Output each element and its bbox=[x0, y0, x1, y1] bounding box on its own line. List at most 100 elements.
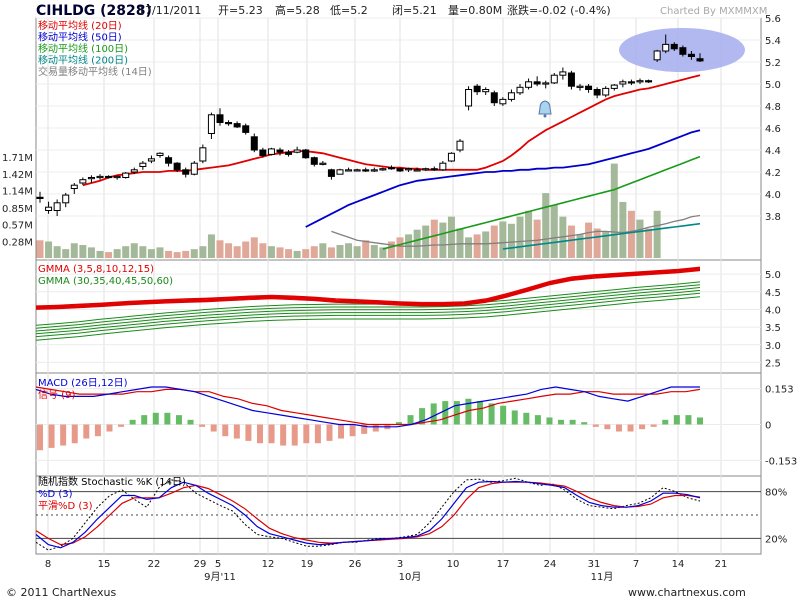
candle-body bbox=[216, 114, 224, 124]
volume-bar bbox=[53, 246, 61, 258]
macd-histogram-bar bbox=[245, 424, 252, 441]
candle-body bbox=[139, 162, 147, 167]
stoch-legend-item: 平滑%D (3) bbox=[38, 500, 93, 512]
volume-tick-label: 0.28M bbox=[2, 237, 33, 248]
macd-histogram-bar bbox=[280, 424, 287, 446]
price-legend-item: 移动平均线 (200日) bbox=[38, 54, 128, 67]
volume-bar bbox=[516, 216, 524, 258]
candle-body bbox=[533, 81, 541, 85]
candle bbox=[293, 146, 301, 154]
volume-bar bbox=[439, 222, 447, 258]
candle bbox=[319, 161, 327, 166]
candle-body bbox=[542, 82, 550, 85]
header-volume: 量=0.80M bbox=[448, 4, 502, 17]
volume-bar bbox=[45, 241, 53, 258]
candle bbox=[516, 84, 524, 95]
candle bbox=[645, 79, 653, 83]
volume-bar bbox=[525, 210, 533, 258]
price-tick-label: 5.2 bbox=[765, 58, 781, 69]
candle bbox=[182, 167, 190, 178]
volume-bar bbox=[585, 222, 593, 258]
candle-body bbox=[113, 175, 121, 179]
copyright-text: © 2011 ChartNexus bbox=[6, 586, 117, 599]
gmma-legend-item: GMMA (3,5,8,10,12,15) bbox=[38, 264, 154, 275]
volume-tick-label: 1.71M bbox=[2, 153, 33, 164]
volume-bar bbox=[130, 243, 138, 258]
candle bbox=[225, 120, 233, 126]
x-tick-label: 14 bbox=[672, 559, 685, 570]
candle bbox=[165, 155, 173, 167]
candle-body bbox=[250, 136, 258, 151]
macd-histogram-bar bbox=[326, 424, 333, 441]
macd-histogram-bar bbox=[650, 424, 657, 427]
volume-bar bbox=[576, 234, 584, 258]
macd-histogram-bar bbox=[581, 422, 588, 425]
macd-histogram-bar bbox=[222, 424, 229, 437]
axis-labels: 8 15 22 29 5 12 19 26 3 10 17 24 31 7 14 21 9月'11 10月 11月 3… bbox=[2, 14, 797, 583]
macd-tick-label: 0.153 bbox=[765, 385, 794, 396]
x-tick-label: 29 bbox=[194, 559, 207, 570]
candle bbox=[430, 166, 438, 171]
candle bbox=[87, 175, 95, 183]
macd-histogram-bar bbox=[546, 417, 553, 425]
x-tick-label: 17 bbox=[497, 559, 510, 570]
macd-histogram-bar bbox=[662, 419, 669, 425]
macd-histogram-bar bbox=[627, 424, 634, 432]
website-link[interactable]: www.chartnexus.com bbox=[628, 586, 746, 599]
macd-histogram-bar bbox=[500, 405, 507, 425]
candle-body bbox=[559, 71, 567, 76]
candle-body bbox=[336, 169, 344, 175]
volume-bar bbox=[636, 219, 644, 258]
macd-histogram-bar bbox=[233, 424, 240, 439]
volume-bar bbox=[499, 221, 507, 258]
volume-bars bbox=[36, 163, 661, 258]
volume-bar bbox=[79, 245, 87, 258]
macd-histogram-bar bbox=[592, 424, 599, 427]
candle-body bbox=[267, 148, 275, 155]
price-tick-label: 4.8 bbox=[765, 102, 781, 113]
macd-histogram-bar bbox=[291, 424, 298, 446]
stoch-tick-label: 20% bbox=[765, 534, 787, 545]
candle-body bbox=[36, 196, 44, 200]
volume-bar bbox=[362, 240, 370, 258]
volume-bar bbox=[567, 225, 575, 258]
candle-body bbox=[353, 169, 361, 172]
candle bbox=[242, 123, 250, 135]
macd-histogram-bar bbox=[639, 424, 646, 430]
macd-histogram-bar bbox=[141, 415, 148, 425]
candle bbox=[70, 183, 78, 194]
macd-histogram-bar bbox=[430, 403, 437, 425]
volume-bar bbox=[250, 237, 258, 258]
volume-bar bbox=[62, 249, 70, 258]
volume-bar bbox=[645, 228, 653, 258]
candle-body bbox=[490, 92, 498, 104]
macd-histogram-bar bbox=[419, 408, 426, 425]
candle-body bbox=[379, 168, 387, 171]
volume-bar bbox=[482, 231, 490, 258]
candle-body bbox=[465, 89, 473, 107]
macd-histogram-bar bbox=[697, 417, 703, 425]
volume-tick-label: 1.14M bbox=[2, 187, 33, 198]
price-tick-label: 4.2 bbox=[765, 168, 781, 179]
price-tick-label: 5.0 bbox=[765, 80, 781, 91]
volume-bar bbox=[396, 237, 404, 258]
macd-histogram-bar bbox=[268, 424, 275, 444]
gmma-short-line bbox=[35, 266, 701, 307]
macd-histogram-bar bbox=[60, 424, 67, 446]
candle bbox=[250, 133, 258, 153]
macd-line bbox=[35, 386, 700, 428]
volume-bar bbox=[370, 245, 378, 258]
candle bbox=[653, 49, 661, 62]
macd-histogram-bar bbox=[673, 415, 680, 425]
candle-body bbox=[147, 158, 155, 162]
candle-body bbox=[319, 162, 327, 165]
candle-body bbox=[507, 92, 515, 100]
volume-bar bbox=[225, 243, 233, 258]
macd-tick-label: 0 bbox=[765, 421, 771, 432]
macd-histogram-bar bbox=[37, 424, 43, 451]
volume-bar bbox=[550, 204, 558, 258]
price-legend-item: 交易量移动平均线 (14日) bbox=[38, 65, 152, 78]
candle-body bbox=[499, 98, 507, 105]
volume-bar bbox=[302, 249, 310, 258]
volume-bar bbox=[207, 234, 215, 258]
